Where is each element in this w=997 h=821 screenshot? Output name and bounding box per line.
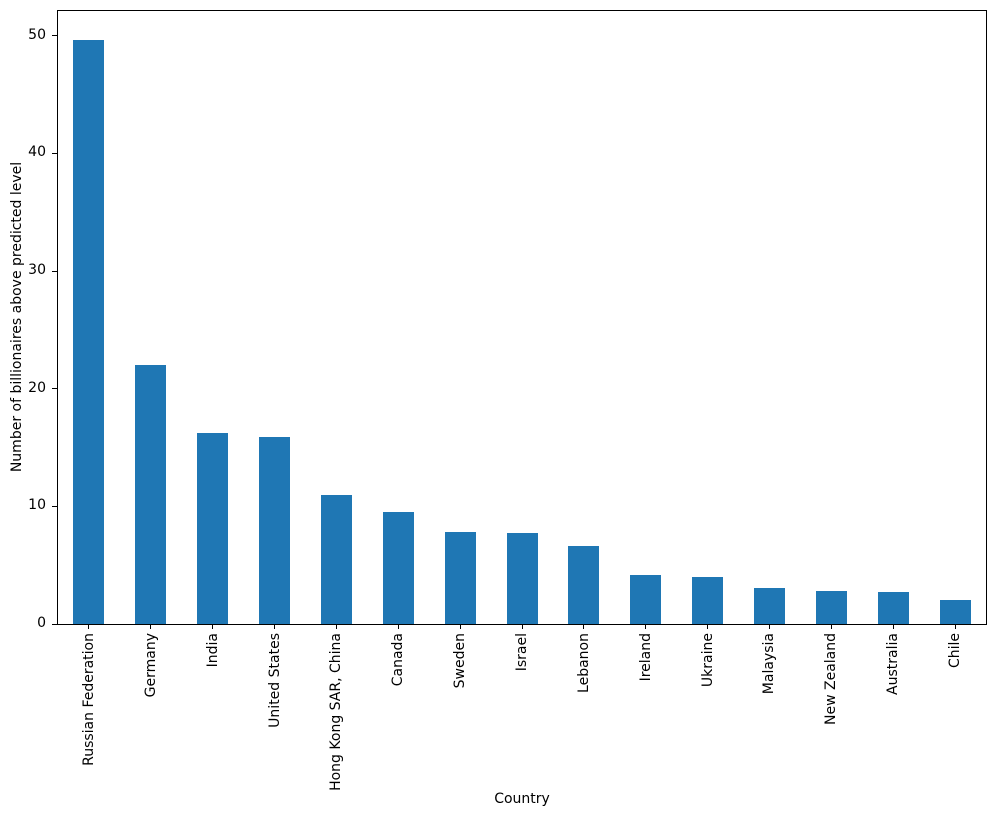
y-tick-mark	[52, 388, 57, 390]
bar-lebanon	[568, 546, 600, 624]
x-tick-mark	[459, 625, 461, 629]
x-tick-label: Ireland	[637, 633, 654, 682]
x-tick-label: Russian Federation	[80, 633, 97, 766]
x-tick-mark	[892, 625, 894, 629]
x-tick-mark	[274, 625, 276, 629]
x-tick-mark	[645, 625, 647, 629]
x-tick-mark	[830, 625, 832, 629]
bar-australia	[877, 592, 909, 624]
x-tick-label: Ukraine	[699, 633, 716, 688]
y-tick-mark	[52, 270, 57, 272]
bar-russian-federation	[73, 40, 105, 624]
bar-united-states	[259, 437, 291, 624]
bar-chile	[939, 600, 971, 624]
y-tick-label: 40	[28, 144, 46, 161]
x-tick-label: Lebanon	[575, 633, 592, 693]
x-tick-label: Germany	[142, 633, 159, 698]
bar-hong-kong-sar-china	[320, 495, 352, 624]
x-tick-label: Hong Kong SAR, China	[328, 633, 345, 791]
x-tick-label: New Zealand	[823, 633, 840, 725]
y-tick-label: 20	[28, 379, 46, 396]
bar-ireland	[630, 575, 662, 624]
bar-germany	[135, 365, 167, 624]
bar-malaysia	[753, 588, 785, 624]
y-tick-label: 10	[28, 497, 46, 514]
bar-india	[197, 433, 229, 624]
bar-sweden	[444, 532, 476, 624]
y-tick-label: 0	[37, 615, 46, 631]
x-tick-mark	[88, 625, 90, 629]
y-tick-label: 50	[28, 26, 46, 43]
bar-canada	[382, 512, 414, 624]
x-tick-label: India	[204, 633, 221, 668]
x-tick-label: Israel	[514, 633, 530, 672]
x-tick-mark	[768, 625, 770, 629]
y-axis-label: Number of billionaires above predicted l…	[9, 161, 25, 473]
x-tick-mark	[150, 625, 152, 629]
y-tick-mark	[52, 623, 57, 625]
x-tick-mark	[335, 625, 337, 629]
x-tick-label: Australia	[885, 633, 902, 695]
x-tick-mark	[212, 625, 214, 629]
x-tick-label: Sweden	[452, 633, 469, 689]
x-tick-mark	[954, 625, 956, 629]
x-tick-mark	[521, 625, 523, 629]
y-tick-mark	[52, 35, 57, 37]
bar-new-zealand	[815, 591, 847, 624]
x-axis-label: Country	[494, 791, 550, 807]
bar-israel	[506, 533, 538, 624]
bar-ukraine	[692, 577, 724, 624]
x-tick-mark	[583, 625, 585, 629]
x-tick-label: Canada	[390, 633, 407, 687]
x-tick-label: Chile	[947, 633, 964, 669]
x-tick-mark	[397, 625, 399, 629]
x-tick-label: Malaysia	[761, 633, 778, 695]
y-tick-mark	[52, 152, 57, 154]
plot-area	[57, 10, 987, 625]
y-tick-label: 30	[28, 262, 46, 279]
x-tick-mark	[707, 625, 709, 629]
x-tick-label: United States	[266, 633, 283, 728]
y-tick-mark	[52, 505, 57, 507]
